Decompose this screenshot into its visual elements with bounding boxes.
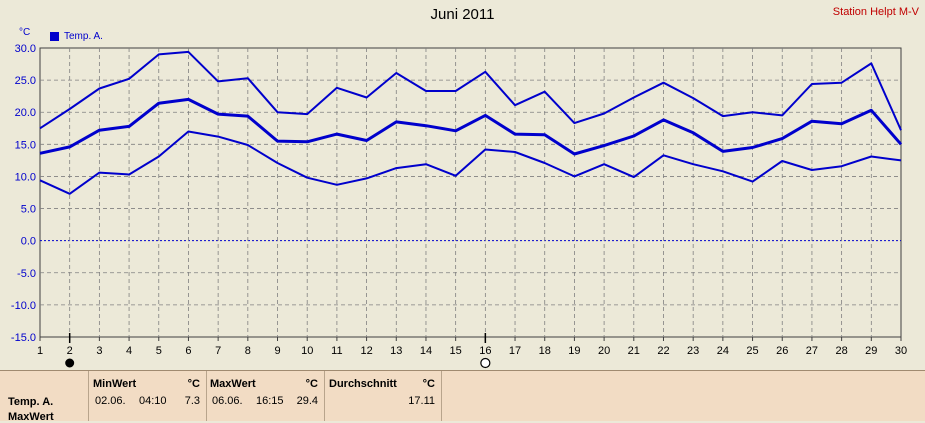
x-tick-label: 6 xyxy=(185,345,191,357)
x-tick-label: 4 xyxy=(126,345,132,357)
x-tick-label: 9 xyxy=(274,345,280,357)
x-tick-label: 29 xyxy=(865,345,877,357)
stats-row-label-2: MaxWert xyxy=(8,411,54,423)
x-tick-label: 7 xyxy=(215,345,221,357)
x-tick-label: 15 xyxy=(450,345,462,357)
x-tick-label: 22 xyxy=(657,345,669,357)
y-axis-unit: °C xyxy=(19,27,31,38)
y-tick-label: 25.0 xyxy=(15,75,36,87)
x-tick-label: 11 xyxy=(331,345,342,357)
y-tick-label: 15.0 xyxy=(15,139,36,151)
avg-value: 17.11 xyxy=(408,395,435,407)
x-tick-label: 23 xyxy=(687,345,699,357)
y-tick-label: 20.0 xyxy=(15,107,36,119)
y-tick-label: -5.0 xyxy=(17,268,36,280)
min-value-column: MinWert °C 02.06. 04:10 7.3 xyxy=(88,371,207,421)
station-name: Station Helpt M-V xyxy=(832,6,919,18)
y-tick-label: 5.0 xyxy=(21,204,36,216)
max-date: 06.06. xyxy=(212,395,243,407)
legend-swatch xyxy=(50,32,59,41)
y-tick-label: 0.0 xyxy=(21,236,36,248)
statistics-panel: Temp. A. MaxWert MinWert °C 02.06. 04:10… xyxy=(0,370,925,423)
avg-unit: °C xyxy=(422,378,435,390)
stats-row-label: Temp. A. xyxy=(8,396,54,408)
x-tick-label: 1 xyxy=(37,345,43,357)
max-day-marker xyxy=(480,357,491,369)
series-line-max xyxy=(39,50,902,131)
legend: Temp. A. xyxy=(50,31,103,42)
x-tick-label: 18 xyxy=(539,345,551,357)
x-tick-label: 19 xyxy=(568,345,580,357)
y-tick-label: -10.0 xyxy=(11,300,36,312)
series-line-temp-a xyxy=(39,97,903,156)
x-tick-label: 12 xyxy=(360,345,372,357)
x-tick-label: 16 xyxy=(479,345,491,357)
x-tick-label: 25 xyxy=(746,345,758,357)
plot-area xyxy=(39,47,902,338)
x-tick-label: 13 xyxy=(390,345,402,357)
x-tick-label: 30 xyxy=(895,345,907,357)
min-date: 02.06. xyxy=(95,395,126,407)
min-value: 7.3 xyxy=(184,395,200,407)
y-tick-label: -15.0 xyxy=(11,332,36,344)
max-time: 16:15 xyxy=(256,395,284,407)
x-tick-label: 28 xyxy=(835,345,847,357)
x-tick-label: 10 xyxy=(301,345,313,357)
legend-label: Temp. A. xyxy=(64,31,103,42)
x-tick-label: 26 xyxy=(776,345,788,357)
average-column: Durchschnitt °C 17.11 xyxy=(325,371,442,421)
max-unit: °C xyxy=(305,378,318,390)
chart-title: Juni 2011 xyxy=(430,6,495,23)
min-day-marker xyxy=(65,358,75,368)
x-tick-label: 2 xyxy=(67,345,73,357)
max-header: MaxWert xyxy=(210,378,256,390)
x-tick-label: 8 xyxy=(245,345,251,357)
min-time: 04:10 xyxy=(139,395,167,407)
x-tick-label: 21 xyxy=(628,345,640,357)
y-tick-label: 10.0 xyxy=(15,171,36,183)
x-tick-label: 24 xyxy=(717,345,729,357)
series-line-min xyxy=(39,130,902,195)
x-tick-label: 5 xyxy=(156,345,162,357)
min-unit: °C xyxy=(187,378,200,390)
max-value: 29.4 xyxy=(296,395,318,407)
x-tick-label: 17 xyxy=(509,345,521,357)
min-header: MinWert xyxy=(93,378,137,390)
x-tick-label: 14 xyxy=(420,345,432,357)
x-tick-label: 27 xyxy=(806,345,818,357)
x-tick-label: 20 xyxy=(598,345,610,357)
x-tick-label: 3 xyxy=(96,345,102,357)
avg-header: Durchschnitt xyxy=(329,378,397,390)
max-value-column: MaxWert °C 06.06. 16:15 29.4 xyxy=(206,371,325,421)
y-tick-label: 30.0 xyxy=(15,43,36,55)
temperature-chart: 30.0 25.0 20.0 15.0 10.0 5.0 0.0 -5.0 -10.0 -15.0… xyxy=(11,43,907,369)
